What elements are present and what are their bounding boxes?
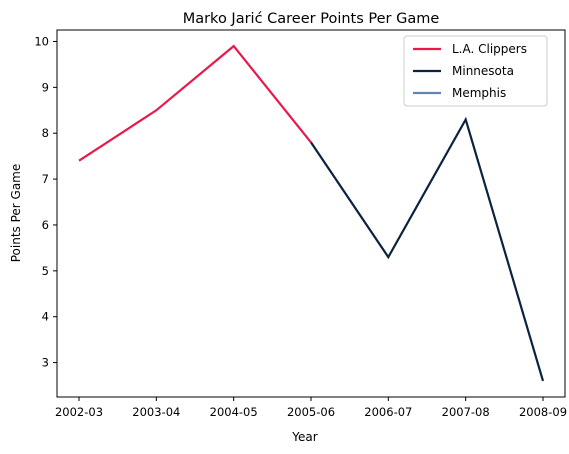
y-tick-label: 5 (42, 264, 49, 278)
y-tick-label: 8 (42, 126, 49, 140)
legend-frame (403, 35, 548, 107)
y-tick-label: 4 (42, 310, 49, 324)
x-tick-label: 2008-09 (519, 405, 567, 419)
x-axis-label: Year (291, 430, 317, 444)
y-tick-label: 6 (42, 218, 49, 232)
y-tick-label: 9 (42, 80, 49, 94)
series-layer (78, 44, 545, 382)
x-axis: 2002-03 2003-04 2004-05 2005-06 2006-07 2007-… (55, 397, 567, 419)
legend-label-1: Minnesota (452, 64, 514, 78)
series-line-0 (78, 44, 312, 162)
x-tick-label: 2007-08 (442, 405, 490, 419)
x-tick-label: 2005-06 (287, 405, 335, 419)
series-line-1 (310, 116, 545, 382)
legend-label-0: L.A. Clippers (452, 42, 527, 56)
y-tick-label: 10 (34, 34, 49, 48)
y-tick-label: 3 (42, 356, 49, 370)
y-axis: 3 4 5 6 7 8 9 10 (34, 34, 57, 370)
x-tick-label: 2002-03 (55, 405, 103, 419)
y-axis-label: Points Per Game (9, 164, 23, 263)
legend-label-2: Memphis (452, 86, 506, 100)
y-tick-label: 7 (42, 172, 49, 186)
legend: L.A. Clippers Minnesota Memphis (403, 35, 548, 107)
x-tick-label: 2003-04 (132, 405, 180, 419)
chart-title: Marko Jarić Career Points Per Game (183, 11, 440, 27)
x-tick-label: 2004-05 (210, 405, 258, 419)
x-tick-label: 2006-07 (364, 405, 412, 419)
